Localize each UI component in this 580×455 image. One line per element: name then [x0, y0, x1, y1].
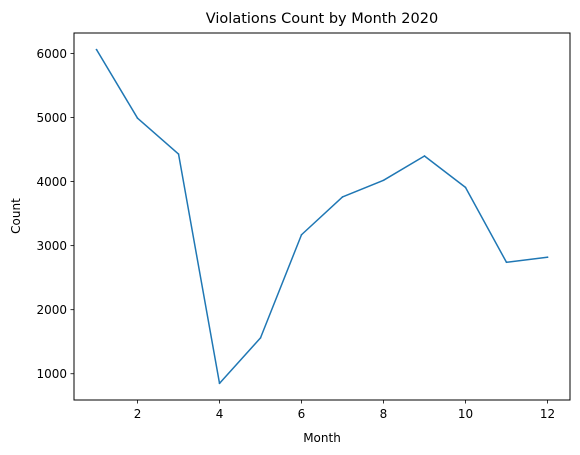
data-point [300, 233, 303, 236]
data-point [177, 153, 180, 155]
chart-title: Violations Count by Month 2020 [206, 11, 438, 27]
x-axis: 2 4 6 8 10 12 [134, 400, 555, 421]
data-point [218, 382, 221, 385]
series-line-1 [95, 48, 549, 385]
y-tick-label: 1000 [36, 367, 67, 381]
y-axis-title: Count [9, 198, 23, 234]
data-point [464, 186, 467, 189]
data-point [382, 179, 385, 182]
y-tick-label: 4000 [36, 175, 67, 189]
x-tick-label: 12 [540, 407, 555, 421]
plot-area [95, 48, 549, 385]
data-point [136, 117, 139, 119]
data-point [259, 337, 262, 339]
data-point [423, 155, 426, 157]
y-axis: 1000 2000 3000 4000 5000 6000 [36, 47, 74, 381]
x-tick-label: 2 [134, 407, 142, 421]
x-tick-label: 4 [216, 407, 224, 421]
x-axis-title: Month [303, 431, 341, 445]
data-point [505, 261, 508, 264]
data-point [95, 48, 98, 51]
x-tick-label: 8 [380, 407, 388, 421]
data-point [546, 256, 549, 258]
y-tick-label: 5000 [36, 111, 67, 125]
y-tick-label: 3000 [36, 239, 67, 253]
y-tick-label: 6000 [36, 47, 67, 61]
x-tick-label: 10 [458, 407, 473, 421]
y-tick-label: 2000 [36, 303, 67, 317]
plot-frame [73, 32, 571, 401]
data-point [341, 196, 344, 198]
x-tick-label: 6 [298, 407, 306, 421]
